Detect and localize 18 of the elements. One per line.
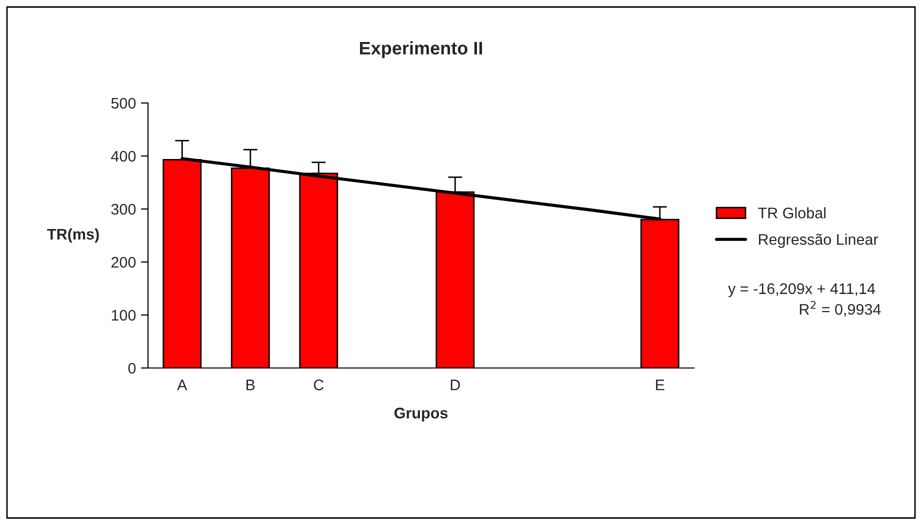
legend-label: TR Global [758, 207, 826, 218]
text: R$^{2}$ = 0,9934 [800, 300, 881, 317]
x-tick-label: C [314, 380, 324, 390]
y-tick-label: 500 [111, 98, 136, 109]
x-axis-title: Grupos [394, 408, 448, 422]
text: y = -16,209x + 411,14 [728, 283, 876, 298]
y-axis-title: TR(ms) [47, 228, 99, 243]
x-tick-label: A [177, 380, 188, 390]
y-tick-label: 400 [111, 150, 136, 162]
y-tick-label: 200 [111, 256, 136, 268]
x-tick-label: E [656, 380, 664, 390]
x-tick-label: D [450, 380, 460, 390]
legend-label: Regressão Linear [758, 234, 878, 248]
chart-title: Experimento II [360, 41, 482, 58]
y-tick-label: 100 [112, 310, 136, 321]
x-tick-label: B [246, 380, 255, 390]
y-tick-label: 0 [128, 362, 136, 374]
y-tick-label: 300 [111, 204, 136, 215]
